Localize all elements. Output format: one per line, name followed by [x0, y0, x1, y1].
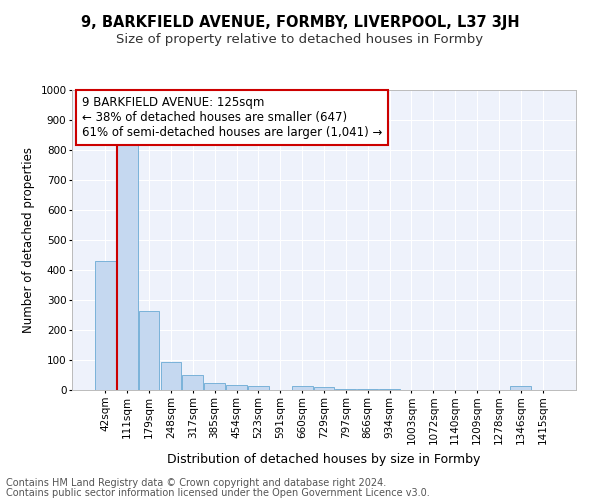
Bar — [511, 386, 531, 390]
Text: 9, BARKFIELD AVENUE, FORMBY, LIVERPOOL, L37 3JH: 9, BARKFIELD AVENUE, FORMBY, LIVERPOOL, … — [80, 15, 520, 30]
Bar — [248, 386, 269, 390]
Bar — [204, 382, 225, 390]
Text: 9 BARKFIELD AVENUE: 125sqm
← 38% of detached houses are smaller (647)
61% of sem: 9 BARKFIELD AVENUE: 125sqm ← 38% of deta… — [82, 96, 382, 139]
Bar — [139, 310, 160, 390]
Bar — [292, 386, 313, 390]
Bar — [226, 384, 247, 390]
Bar — [95, 261, 116, 390]
Text: Size of property relative to detached houses in Formby: Size of property relative to detached ho… — [116, 32, 484, 46]
Bar — [182, 375, 203, 390]
Bar — [117, 144, 137, 390]
Text: Contains HM Land Registry data © Crown copyright and database right 2024.: Contains HM Land Registry data © Crown c… — [6, 478, 386, 488]
Text: Contains public sector information licensed under the Open Government Licence v3: Contains public sector information licen… — [6, 488, 430, 498]
Y-axis label: Number of detached properties: Number of detached properties — [22, 147, 35, 333]
X-axis label: Distribution of detached houses by size in Formby: Distribution of detached houses by size … — [167, 452, 481, 466]
Bar — [161, 362, 181, 390]
Bar — [314, 387, 334, 390]
